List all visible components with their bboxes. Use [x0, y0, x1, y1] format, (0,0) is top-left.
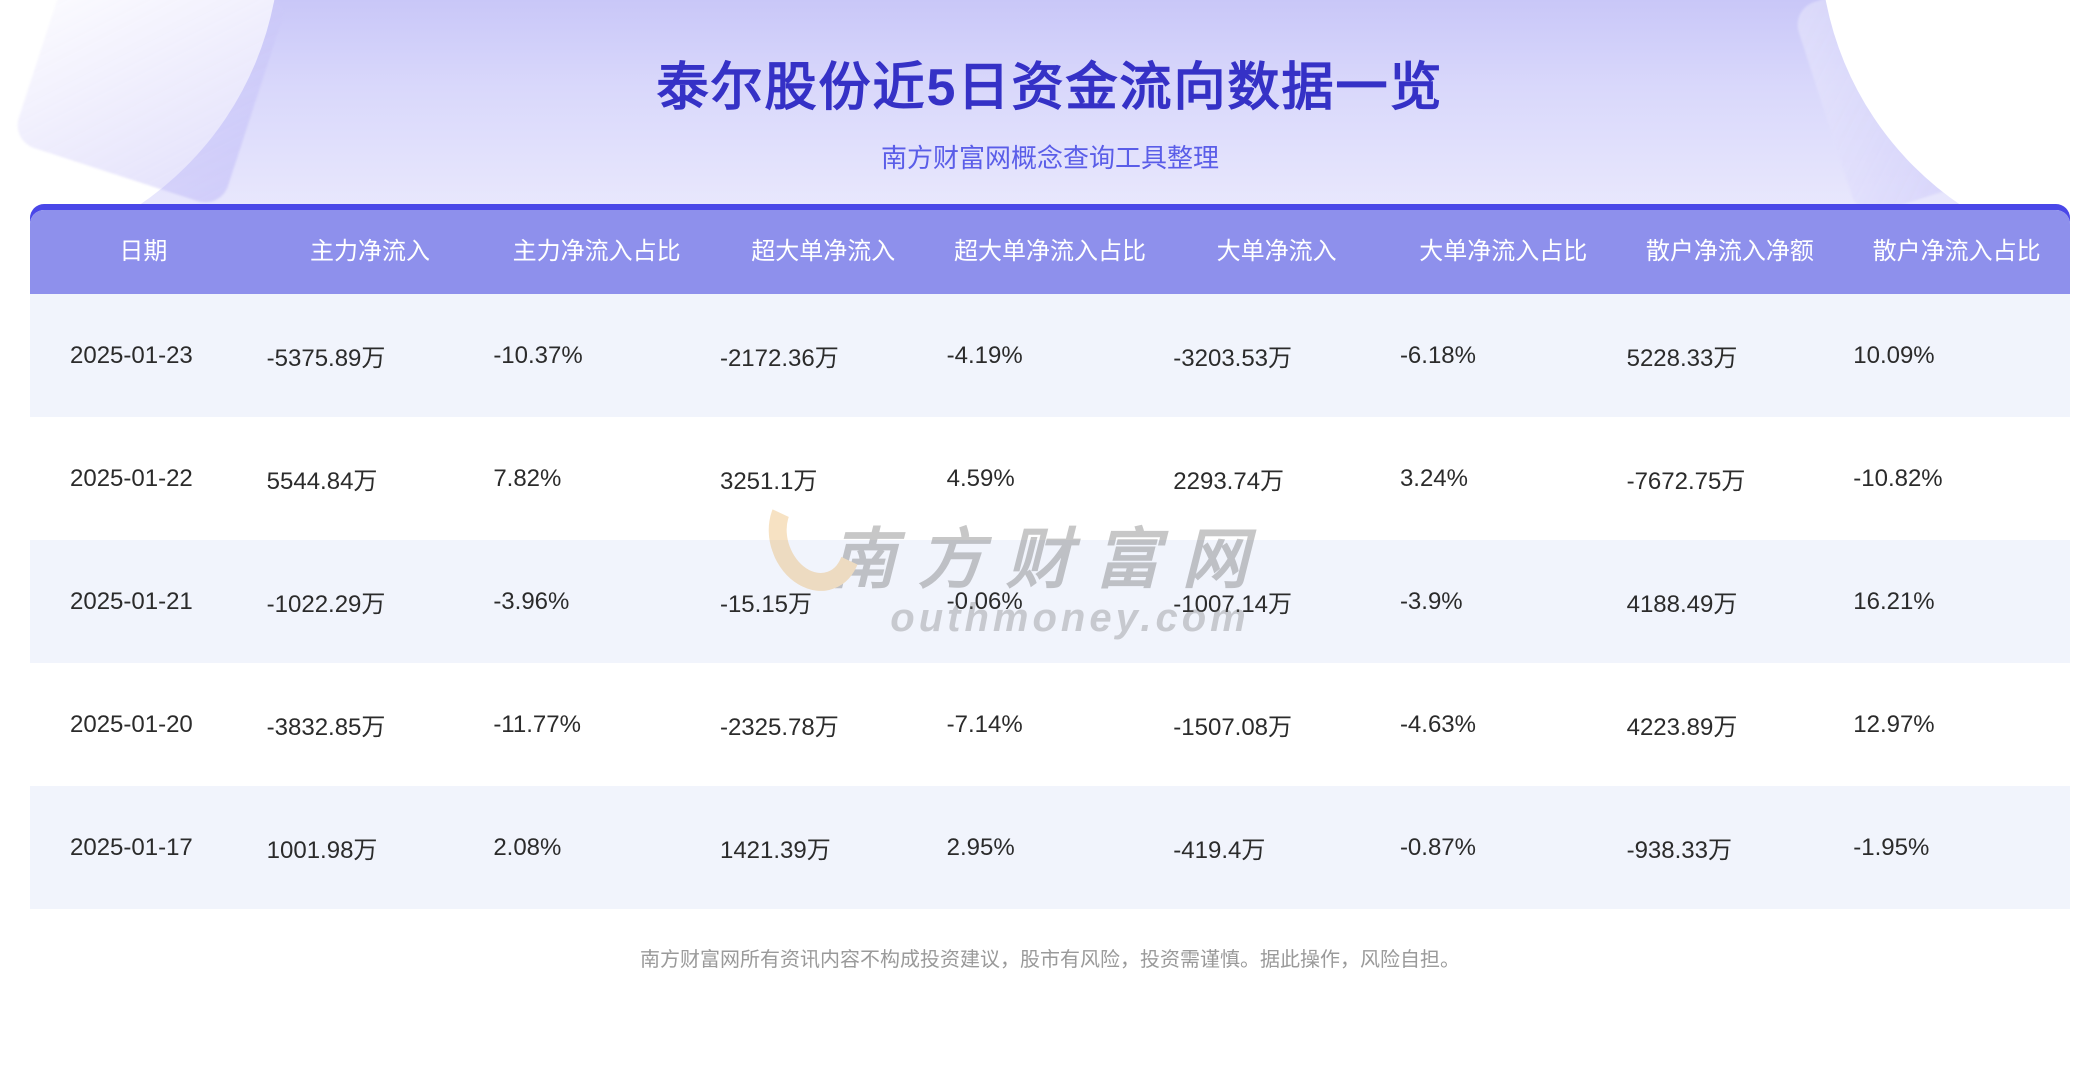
- cell-value: -10.82%: [1843, 417, 2070, 540]
- cell-date: 2025-01-22: [30, 417, 257, 540]
- cell-value: 2293.74万: [1163, 417, 1390, 540]
- col-large-netflow-pct: 大单净流入占比: [1390, 210, 1617, 294]
- cell-value: -4.63%: [1390, 663, 1617, 786]
- cell-value: -3.9%: [1390, 540, 1617, 663]
- cell-value: 7.82%: [483, 417, 710, 540]
- cell-value: -7672.75万: [1617, 417, 1844, 540]
- table-row: 2025-01-23 -5375.89万 -10.37% -2172.36万 -…: [30, 294, 2070, 417]
- cell-value: -11.77%: [483, 663, 710, 786]
- page-title: 泰尔股份近5日资金流向数据一览: [657, 45, 1444, 120]
- table-header-row: 日期 主力净流入 主力净流入占比 超大单净流入 超大单净流入占比 大单净流入 大…: [30, 210, 2070, 294]
- capital-flow-table: 日期 主力净流入 主力净流入占比 超大单净流入 超大单净流入占比 大单净流入 大…: [30, 210, 2070, 909]
- col-xl-netflow: 超大单净流入: [710, 210, 937, 294]
- cell-value: -3203.53万: [1163, 294, 1390, 417]
- cell-value: 12.97%: [1843, 663, 2070, 786]
- cell-value: -5375.89万: [257, 294, 484, 417]
- cell-value: -1.95%: [1843, 786, 2070, 909]
- cell-value: -2325.78万: [710, 663, 937, 786]
- cell-value: -3832.85万: [257, 663, 484, 786]
- cell-value: -1022.29万: [257, 540, 484, 663]
- cell-value: 2.08%: [483, 786, 710, 909]
- cell-value: 5228.33万: [1617, 294, 1844, 417]
- col-main-netflow: 主力净流入: [257, 210, 484, 294]
- hero-banner: 泰尔股份近5日资金流向数据一览 南方财富网概念查询工具整理: [0, 0, 2100, 220]
- cell-value: 4.59%: [937, 417, 1164, 540]
- decor-shape-right: [1791, 0, 2068, 219]
- cell-value: 1001.98万: [257, 786, 484, 909]
- cell-value: -2172.36万: [710, 294, 937, 417]
- cell-value: 4223.89万: [1617, 663, 1844, 786]
- cell-date: 2025-01-21: [30, 540, 257, 663]
- cell-value: -6.18%: [1390, 294, 1617, 417]
- col-main-netflow-pct: 主力净流入占比: [483, 210, 710, 294]
- cell-value: 5544.84万: [257, 417, 484, 540]
- cell-value: -0.06%: [937, 540, 1164, 663]
- cell-value: -1007.14万: [1163, 540, 1390, 663]
- col-date: 日期: [30, 210, 257, 294]
- cell-date: 2025-01-20: [30, 663, 257, 786]
- table-row: 2025-01-21 -1022.29万 -3.96% -15.15万 -0.0…: [30, 540, 2070, 663]
- cell-value: 2.95%: [937, 786, 1164, 909]
- cell-value: 1421.39万: [710, 786, 937, 909]
- col-retail-netflow-pct: 散户净流入占比: [1843, 210, 2070, 294]
- cell-value: -10.37%: [483, 294, 710, 417]
- table-row: 2025-01-17 1001.98万 2.08% 1421.39万 2.95%…: [30, 786, 2070, 909]
- cell-value: 4188.49万: [1617, 540, 1844, 663]
- cell-value: 10.09%: [1843, 294, 2070, 417]
- cell-value: -7.14%: [937, 663, 1164, 786]
- col-xl-netflow-pct: 超大单净流入占比: [937, 210, 1164, 294]
- cell-value: -938.33万: [1617, 786, 1844, 909]
- cell-value: -419.4万: [1163, 786, 1390, 909]
- col-large-netflow: 大单净流入: [1163, 210, 1390, 294]
- cell-date: 2025-01-23: [30, 294, 257, 417]
- cell-value: -4.19%: [937, 294, 1164, 417]
- cell-value: 3251.1万: [710, 417, 937, 540]
- data-table-container: 日期 主力净流入 主力净流入占比 超大单净流入 超大单净流入占比 大单净流入 大…: [30, 210, 2070, 909]
- cell-value: 16.21%: [1843, 540, 2070, 663]
- cell-value: 3.24%: [1390, 417, 1617, 540]
- cell-value: -1507.08万: [1163, 663, 1390, 786]
- page-subtitle: 南方财富网概念查询工具整理: [881, 138, 1219, 175]
- cell-value: -3.96%: [483, 540, 710, 663]
- table-row: 2025-01-20 -3832.85万 -11.77% -2325.78万 -…: [30, 663, 2070, 786]
- cell-value: -0.87%: [1390, 786, 1617, 909]
- cell-date: 2025-01-17: [30, 786, 257, 909]
- disclaimer-text: 南方财富网所有资讯内容不构成投资建议，股市有风险，投资需谨慎。据此操作，风险自担…: [0, 943, 2100, 972]
- table-row: 2025-01-22 5544.84万 7.82% 3251.1万 4.59% …: [30, 417, 2070, 540]
- cell-value: -15.15万: [710, 540, 937, 663]
- decor-shape-left: [11, 0, 288, 209]
- col-retail-netflow: 散户净流入净额: [1617, 210, 1844, 294]
